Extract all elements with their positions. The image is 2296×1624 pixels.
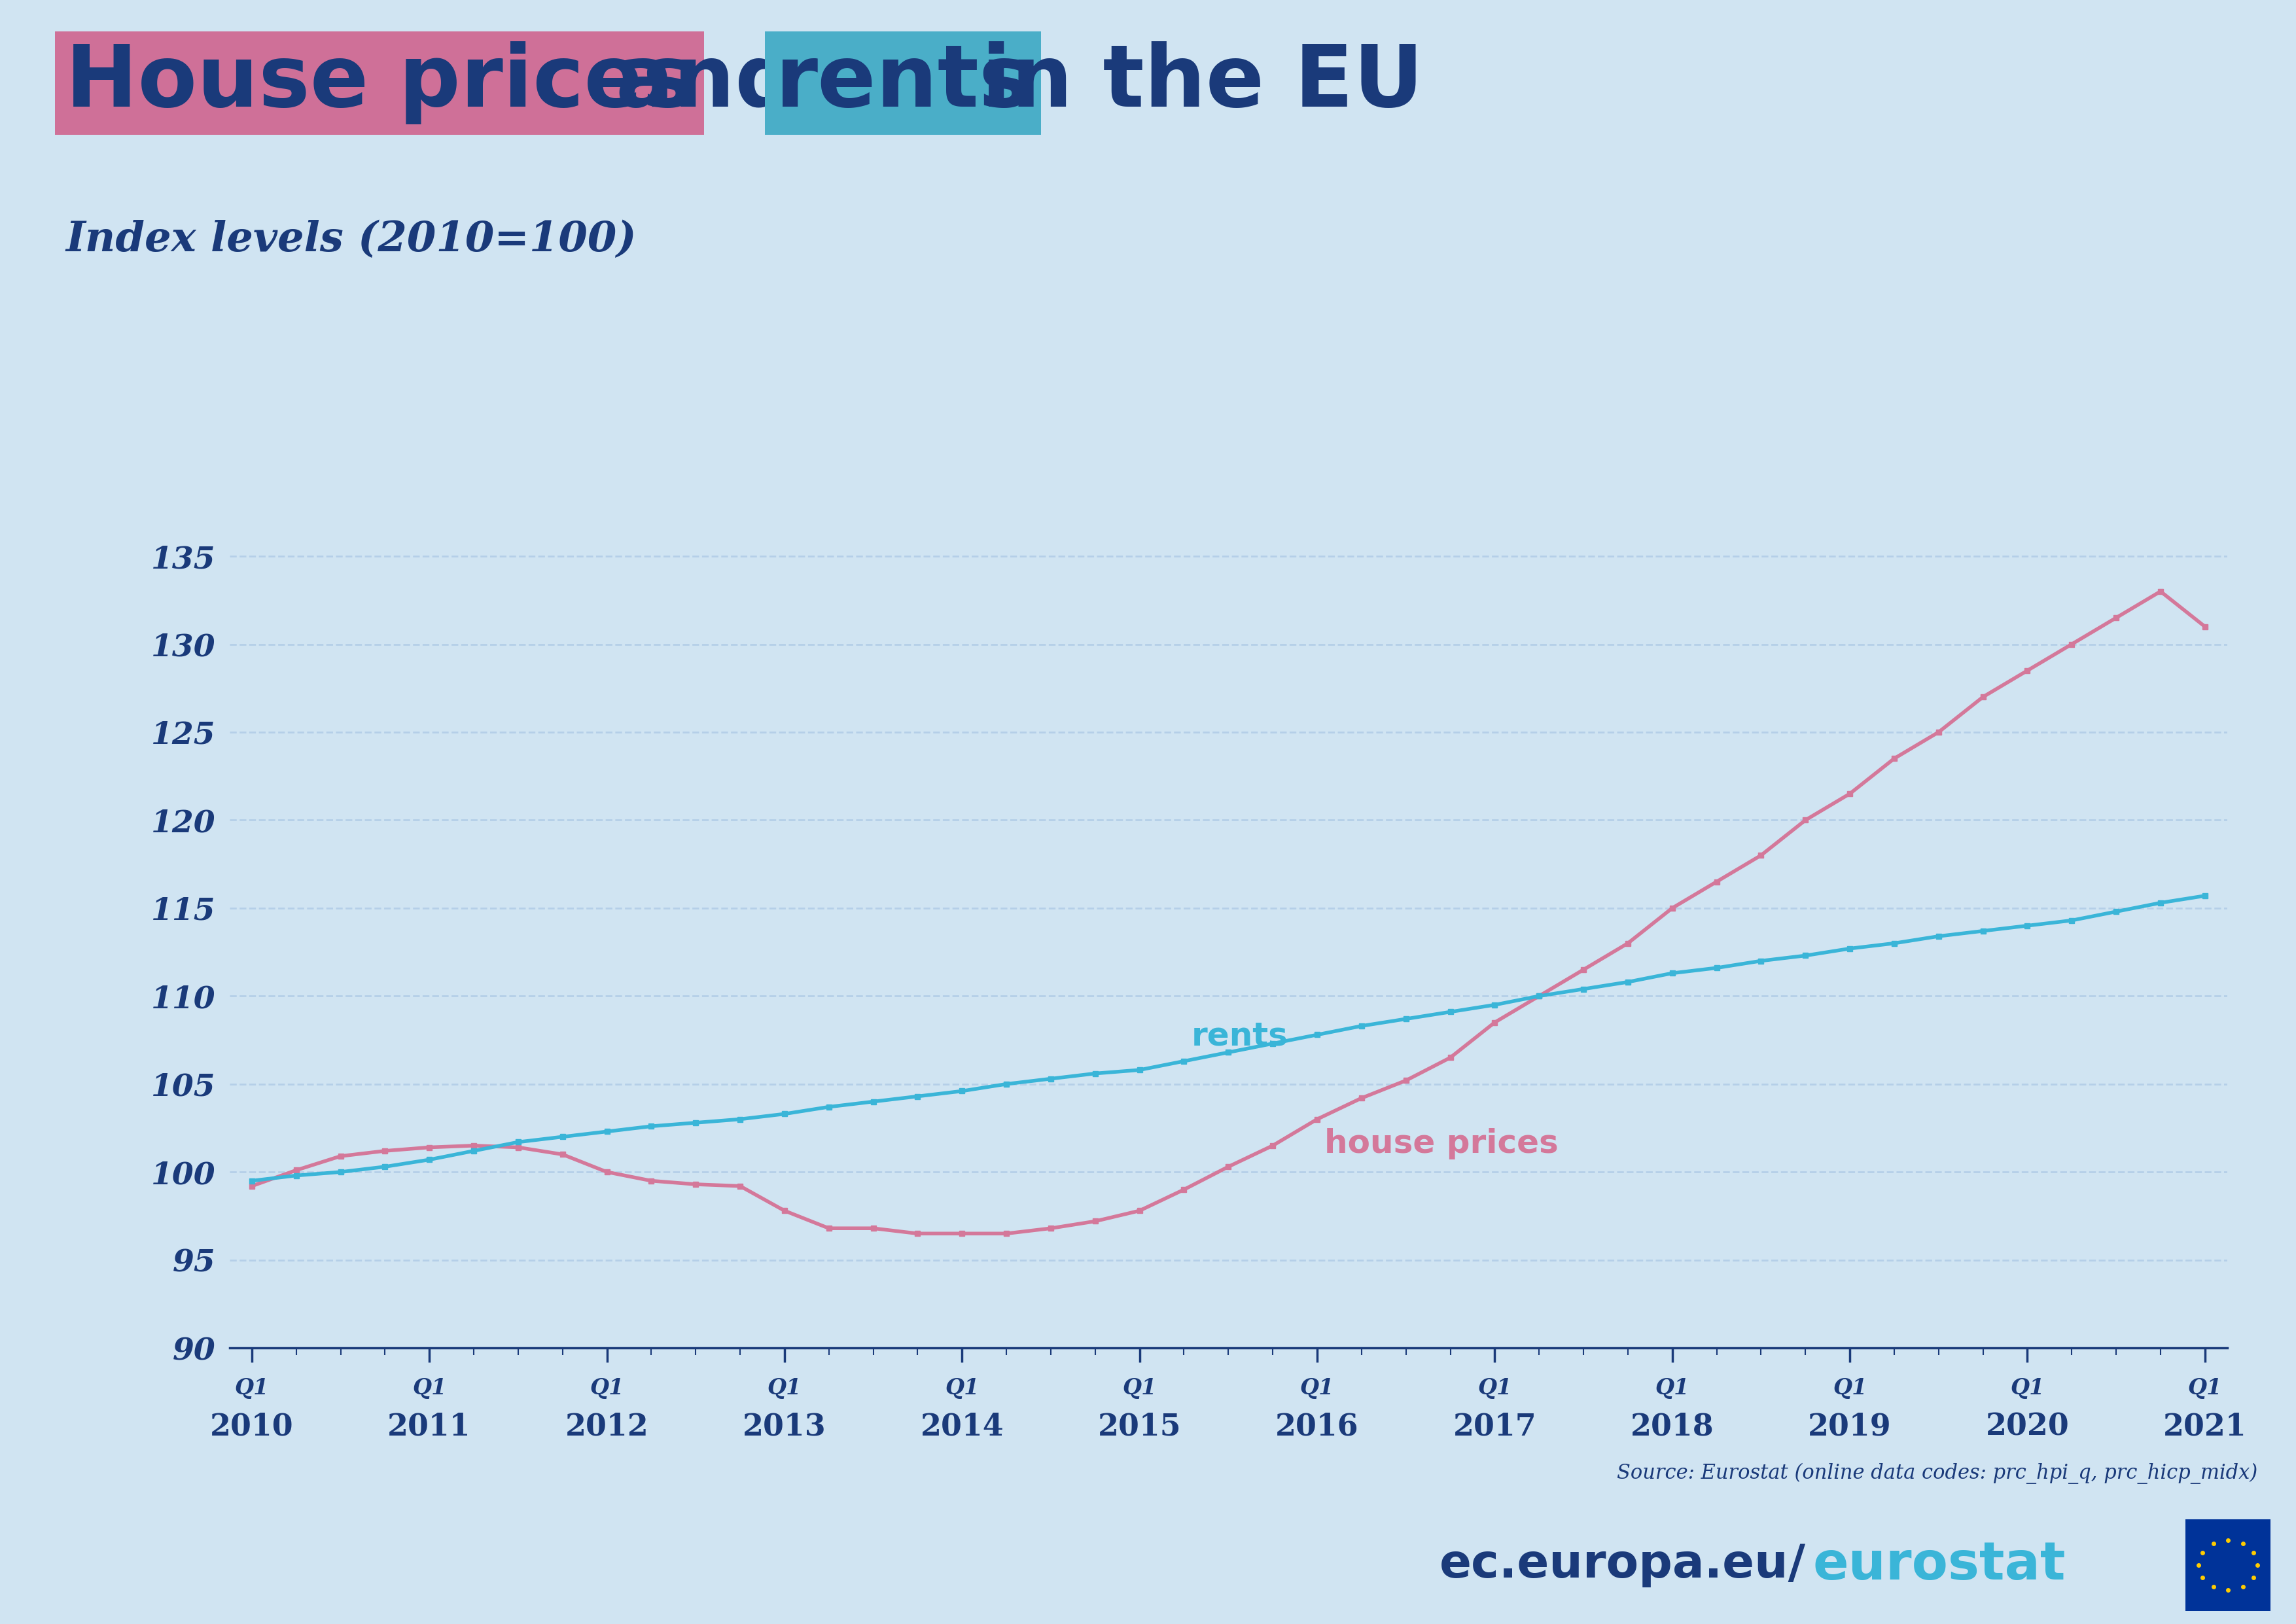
- Text: Q1: Q1: [767, 1377, 801, 1398]
- Text: rents: rents: [776, 42, 1031, 125]
- Text: 2016: 2016: [1274, 1411, 1359, 1442]
- Text: in the EU: in the EU: [980, 42, 1424, 125]
- Text: eurostat: eurostat: [1812, 1540, 2066, 1590]
- Text: Q1: Q1: [946, 1377, 978, 1398]
- Text: Source: Eurostat (online data codes: prc_hpi_q, prc_hicp_midx): Source: Eurostat (online data codes: prc…: [1616, 1463, 2257, 1484]
- Text: Q1: Q1: [1479, 1377, 1511, 1398]
- Text: Q1: Q1: [590, 1377, 625, 1398]
- Text: 2018: 2018: [1630, 1411, 1715, 1442]
- Text: 2013: 2013: [742, 1411, 827, 1442]
- Text: house prices: house prices: [1325, 1129, 1559, 1160]
- Text: 2017: 2017: [1453, 1411, 1536, 1442]
- Text: Index levels (2010=100): Index levels (2010=100): [64, 219, 636, 260]
- Text: 2010: 2010: [209, 1411, 294, 1442]
- Text: Q1: Q1: [1832, 1377, 1867, 1398]
- Text: 2015: 2015: [1097, 1411, 1182, 1442]
- Text: Q1: Q1: [2011, 1377, 2043, 1398]
- Text: 2021: 2021: [2163, 1411, 2248, 1442]
- Text: Q1: Q1: [1655, 1377, 1690, 1398]
- Text: 2020: 2020: [1986, 1411, 2069, 1442]
- Text: Q1: Q1: [234, 1377, 269, 1398]
- Text: 2012: 2012: [565, 1411, 650, 1442]
- Text: Q1: Q1: [1123, 1377, 1157, 1398]
- Text: 2019: 2019: [1807, 1411, 1892, 1442]
- Bar: [2186, 1518, 2271, 1611]
- Text: 2014: 2014: [921, 1411, 1003, 1442]
- Text: House prices: House prices: [64, 42, 693, 125]
- Text: ec.europa.eu/: ec.europa.eu/: [1440, 1543, 1807, 1588]
- Text: Q1: Q1: [413, 1377, 445, 1398]
- Text: 2011: 2011: [388, 1411, 471, 1442]
- Text: rents: rents: [1192, 1020, 1288, 1052]
- Text: Q1: Q1: [1300, 1377, 1334, 1398]
- Text: Q1: Q1: [2188, 1377, 2223, 1398]
- Text: and: and: [615, 42, 797, 125]
